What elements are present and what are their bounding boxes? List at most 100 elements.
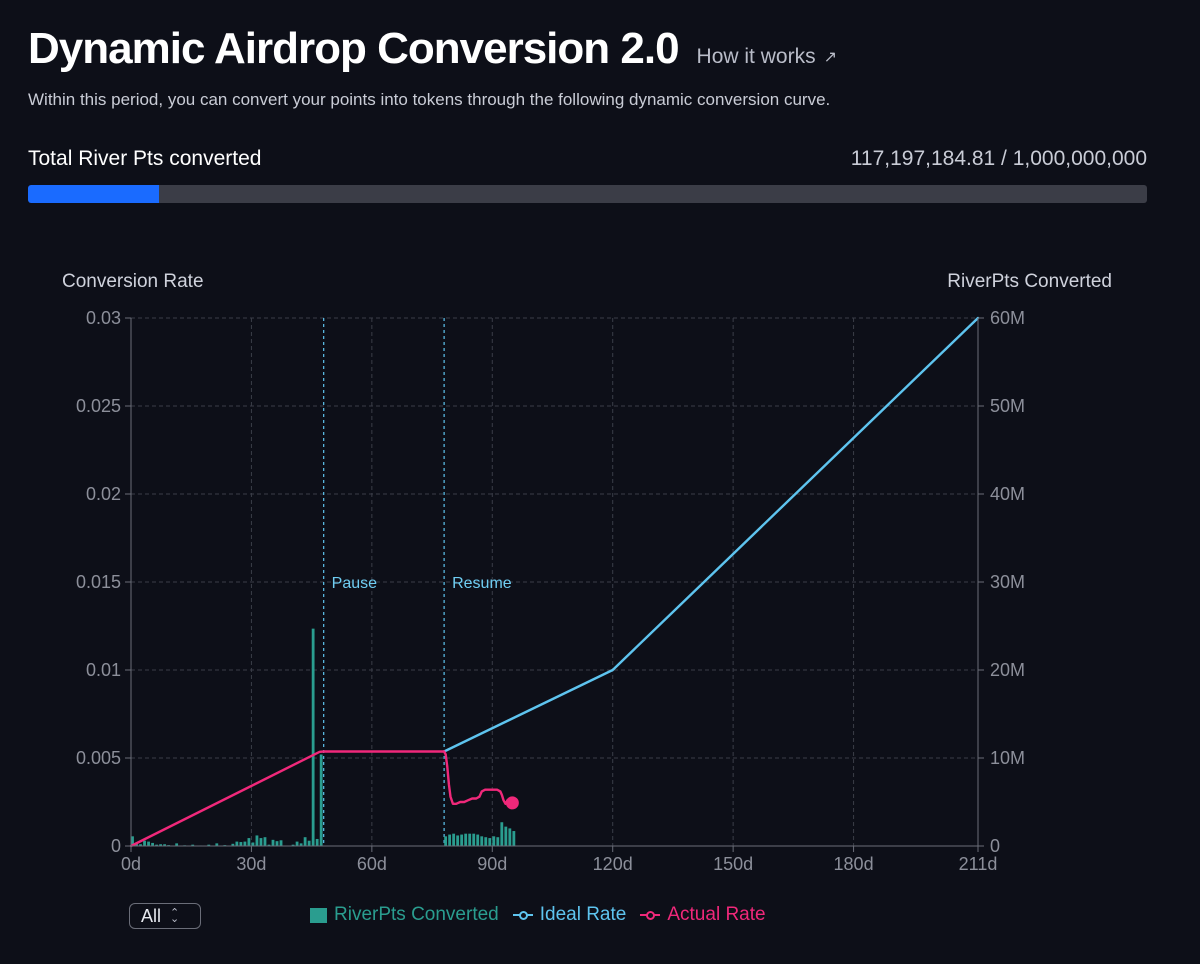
- bar: [484, 837, 488, 846]
- marker-label-resume: Resume: [452, 575, 512, 592]
- left-tick-label: 0.025: [76, 396, 121, 416]
- x-tick-label: 211d: [959, 854, 998, 874]
- bar: [267, 844, 271, 846]
- chart-legend: RiverPts Converted Ideal Rate Actual Rat…: [310, 904, 766, 926]
- line-actual-rate: [129, 750, 511, 848]
- bar: [508, 828, 512, 846]
- bar: [468, 833, 472, 846]
- bar: [512, 831, 516, 846]
- left-tick-label: 0: [111, 836, 121, 856]
- bar: [207, 844, 211, 846]
- how-it-works-label: How it works: [696, 45, 816, 68]
- bar: [251, 842, 255, 846]
- progress-fill: [28, 185, 160, 203]
- legend-item-actual-rate[interactable]: Actual Rate: [640, 904, 766, 926]
- bar: [263, 837, 267, 846]
- bar-swatch-icon: [310, 907, 327, 923]
- bar: [243, 841, 247, 846]
- updown-chevron-icon: ⌃ ⌄: [170, 907, 180, 925]
- range-select-value: All: [141, 905, 162, 926]
- bar: [231, 843, 235, 846]
- right-tick-label: 0: [990, 836, 1000, 856]
- right-tick-label: 40M: [990, 484, 1025, 504]
- actual-rate-current-point: [505, 796, 519, 810]
- bar: [259, 838, 263, 846]
- bar: [452, 833, 456, 846]
- x-tick-label: 120d: [593, 854, 633, 874]
- bar: [295, 841, 299, 846]
- header: Dynamic Airdrop Conversion 2.0 How it wo…: [28, 24, 837, 74]
- page-title: Dynamic Airdrop Conversion 2.0: [28, 24, 680, 73]
- legend-item-ideal-rate[interactable]: Ideal Rate: [512, 904, 627, 926]
- external-arrow-icon: ↗: [823, 49, 837, 66]
- x-tick-label: 180d: [834, 854, 874, 874]
- bar: [303, 837, 307, 846]
- legend-label-riverpts: RiverPts Converted: [334, 904, 499, 925]
- bar: [448, 834, 452, 846]
- bar: [275, 841, 279, 846]
- bar: [247, 838, 251, 846]
- bar: [315, 838, 319, 846]
- bar: [215, 843, 219, 846]
- bar: [488, 838, 492, 846]
- page-subtitle: Within this period, you can convert your…: [28, 90, 831, 109]
- bar: [444, 836, 448, 846]
- bar: [175, 843, 179, 846]
- x-tick-label: 150d: [713, 854, 753, 874]
- line-ideal-rate: [442, 316, 980, 753]
- right-tick-label: 20M: [990, 660, 1025, 680]
- progress-label: Total River Pts converted: [28, 147, 262, 170]
- marker-label-pause: Pause: [332, 575, 377, 592]
- bar: [159, 844, 163, 846]
- bar: [504, 826, 508, 846]
- bar: [307, 840, 311, 846]
- legend-label-ideal-rate: Ideal Rate: [539, 904, 627, 925]
- progress-bar: [28, 185, 1147, 203]
- bar: [143, 840, 146, 846]
- bar: [500, 822, 504, 846]
- bar: [492, 836, 496, 846]
- bar: [163, 844, 167, 846]
- range-select[interactable]: All ⌃ ⌄: [129, 903, 201, 929]
- x-tick-label: 30d: [236, 854, 266, 874]
- legend-item-riverpts[interactable]: RiverPts Converted: [310, 904, 499, 926]
- bar: [480, 836, 484, 846]
- bar: [456, 835, 460, 846]
- legend-label-actual-rate: Actual Rate: [667, 904, 766, 925]
- right-tick-label: 50M: [990, 396, 1025, 416]
- right-tick-label: 10M: [990, 748, 1025, 768]
- bar: [239, 842, 243, 846]
- right-tick-label: 60M: [990, 308, 1025, 328]
- bar: [151, 842, 154, 846]
- bar: [147, 841, 150, 846]
- bar: [271, 839, 275, 846]
- progress-value: 117,197,184.81 / 1,000,000,000: [850, 147, 1147, 170]
- left-tick-label: 0.02: [86, 484, 121, 504]
- how-it-works-link[interactable]: How it works ↗: [697, 45, 837, 69]
- bar: [472, 833, 476, 846]
- x-tick-label: 0d: [121, 854, 141, 874]
- left-tick-label: 0.005: [76, 748, 121, 768]
- left-axis-title: Conversion Rate: [62, 271, 204, 292]
- left-tick-label: 0.03: [86, 308, 121, 328]
- bar: [299, 843, 303, 846]
- bar: [464, 833, 468, 846]
- left-tick-label: 0.01: [86, 660, 121, 680]
- bar: [460, 834, 464, 846]
- x-tick-label: 60d: [357, 854, 387, 874]
- bar: [131, 836, 134, 846]
- bar: [279, 840, 283, 846]
- bar: [496, 837, 500, 846]
- bar: [235, 841, 239, 846]
- line-swatch-icon: [640, 909, 661, 921]
- left-tick-label: 0.015: [76, 572, 121, 592]
- x-tick-label: 90d: [477, 854, 507, 874]
- bar: [291, 844, 295, 846]
- bar: [191, 844, 195, 846]
- bar: [155, 844, 158, 846]
- line-swatch-icon: [512, 909, 533, 921]
- bar: [319, 754, 323, 846]
- bar: [476, 834, 480, 846]
- right-axis-title: RiverPts Converted: [947, 271, 1112, 292]
